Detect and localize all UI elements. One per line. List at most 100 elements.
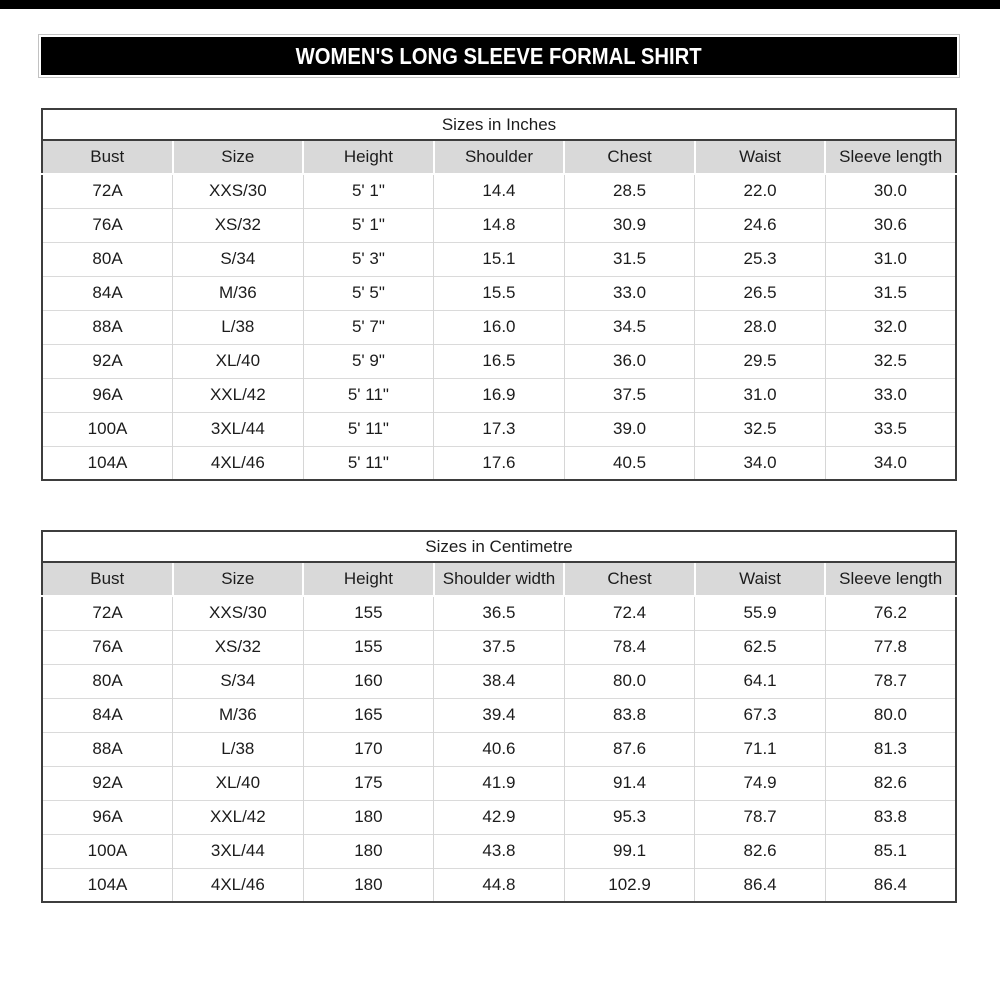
inches-table-body: 72A XXS/30 5' 1" 14.4 28.5 22.0 30.0 76A XS/32 5'…	[42, 174, 956, 480]
size-charts: Sizes in Inches Bust Size Height Shoulder Ch…	[41, 108, 957, 903]
column-header: Bust	[42, 562, 173, 597]
table-cell: 85.1	[824, 833, 956, 868]
centimetre-table: Sizes in Centimetre Bust Size Height Should…	[41, 530, 957, 903]
centimetre-size-chart: Sizes in Centimetre Bust Size Height Should…	[41, 530, 957, 903]
table-cell: XS/32	[172, 207, 304, 242]
table-title-row: Sizes in Inches	[42, 109, 956, 141]
table-cell: 16.0	[433, 309, 565, 344]
table-cell: 80.0	[563, 663, 695, 698]
table-cell: 96A	[42, 377, 173, 412]
table-cell: 30.0	[824, 174, 956, 208]
table-cell: 86.4	[694, 867, 826, 902]
table-cell: 3XL/44	[172, 833, 304, 868]
table-cell: 81.3	[824, 731, 956, 766]
column-header: Size	[171, 140, 304, 175]
header-row: Bust Size Height Shoulder width Chest Waist Sl…	[42, 562, 956, 597]
table-cell: 5' 11"	[302, 411, 434, 446]
table-cell: 80A	[42, 663, 173, 698]
table-cell: 92A	[42, 343, 173, 378]
table-cell: 37.5	[563, 377, 695, 412]
header-row: Bust Size Height Shoulder Chest Waist Sleeve l…	[42, 140, 956, 175]
table-cell: 17.6	[433, 445, 565, 480]
table-row: 80A S/34 5' 3" 15.1 31.5 25.3 31.0	[42, 241, 956, 276]
table-cell: 160	[302, 663, 434, 698]
table-cell: 76A	[42, 207, 173, 242]
table-cell: 82.6	[824, 765, 956, 800]
table-cell: 34.0	[824, 445, 956, 480]
table-cell: 42.9	[433, 799, 565, 834]
column-header: Chest	[563, 140, 695, 175]
table-cell: 33.0	[563, 275, 695, 310]
table-cell: 41.9	[433, 765, 565, 800]
table-cell: 72A	[42, 174, 173, 208]
table-row: 104A 4XL/46 180 44.8 102.9 86.4 86.4	[42, 867, 956, 902]
table-cell: L/38	[172, 731, 304, 766]
table-cell: M/36	[172, 697, 304, 732]
table-cell: 36.5	[433, 596, 565, 630]
table-row: 100A 3XL/44 5' 11" 17.3 39.0 32.5 33.5	[42, 411, 956, 446]
table-row: 76A XS/32 5' 1" 14.8 30.9 24.6 30.6	[42, 207, 956, 242]
table-cell: 33.0	[824, 377, 956, 412]
table-row: 84A M/36 5' 5" 15.5 33.0 26.5 31.5	[42, 275, 956, 310]
table-row: 88A L/38 5' 7" 16.0 34.5 28.0 32.0	[42, 309, 956, 344]
table-cell: 31.0	[824, 241, 956, 276]
table-cell: 180	[302, 867, 434, 902]
table-cell: 40.5	[563, 445, 695, 480]
table-cell: 78.7	[694, 799, 826, 834]
table-cell: 77.8	[824, 629, 956, 664]
table-cell: XXS/30	[172, 596, 304, 630]
table-cell: 15.5	[433, 275, 565, 310]
table-cell: 100A	[42, 833, 173, 868]
table-cell: 67.3	[694, 697, 826, 732]
table-cell: 28.5	[563, 174, 695, 208]
table-row: 100A 3XL/44 180 43.8 99.1 82.6 85.1	[42, 833, 956, 868]
table-cell: 80.0	[824, 697, 956, 732]
table-cell: 25.3	[694, 241, 826, 276]
table-cell: 36.0	[563, 343, 695, 378]
column-header: Waist	[693, 562, 826, 597]
table-cell: XL/40	[172, 765, 304, 800]
table-cell: 22.0	[694, 174, 826, 208]
table-cell: 74.9	[694, 765, 826, 800]
table-cell: 31.5	[563, 241, 695, 276]
table-cell: 3XL/44	[172, 411, 304, 446]
column-header: Height	[302, 140, 434, 175]
table-cell: 5' 3"	[302, 241, 434, 276]
table-cell: 104A	[42, 867, 173, 902]
table-cell: 39.4	[433, 697, 565, 732]
table-row: 76A XS/32 155 37.5 78.4 62.5 77.8	[42, 629, 956, 664]
table-cell: 86.4	[824, 867, 956, 902]
table-cell: XXL/42	[172, 377, 304, 412]
table-cell: 80A	[42, 241, 173, 276]
table-cell: 16.9	[433, 377, 565, 412]
table-cell: 76A	[42, 629, 173, 664]
table-cell: 87.6	[563, 731, 695, 766]
table-cell: 32.5	[694, 411, 826, 446]
table-cell: 62.5	[694, 629, 826, 664]
table-cell: 99.1	[563, 833, 695, 868]
centimetre-table-body: 72A XXS/30 155 36.5 72.4 55.9 76.2 76A XS/32 155 3…	[42, 596, 956, 902]
table-cell: 15.1	[433, 241, 565, 276]
table-cell: 92A	[42, 765, 173, 800]
inches-table-head: Sizes in Inches Bust Size Height Shoulder Ch…	[42, 109, 956, 175]
column-header: Height	[302, 562, 434, 597]
table-cell: 155	[302, 629, 434, 664]
table-cell: S/34	[172, 241, 304, 276]
column-header: Sleeve length	[824, 562, 956, 597]
table-cell: 72.4	[563, 596, 695, 630]
table-cell: 31.5	[824, 275, 956, 310]
table-cell: 32.5	[824, 343, 956, 378]
table-cell: 30.9	[563, 207, 695, 242]
table-cell: 34.0	[694, 445, 826, 480]
column-header: Shoulder width	[432, 562, 565, 597]
table-cell: XXL/42	[172, 799, 304, 834]
table-cell: 33.5	[824, 411, 956, 446]
table-cell: 5' 9"	[302, 343, 434, 378]
table-cell: 26.5	[694, 275, 826, 310]
column-header: Bust	[42, 140, 173, 175]
table-title-row: Sizes in Centimetre	[42, 531, 956, 563]
table-cell: 43.8	[433, 833, 565, 868]
table-cell: 96A	[42, 799, 173, 834]
table-cell: 39.0	[563, 411, 695, 446]
